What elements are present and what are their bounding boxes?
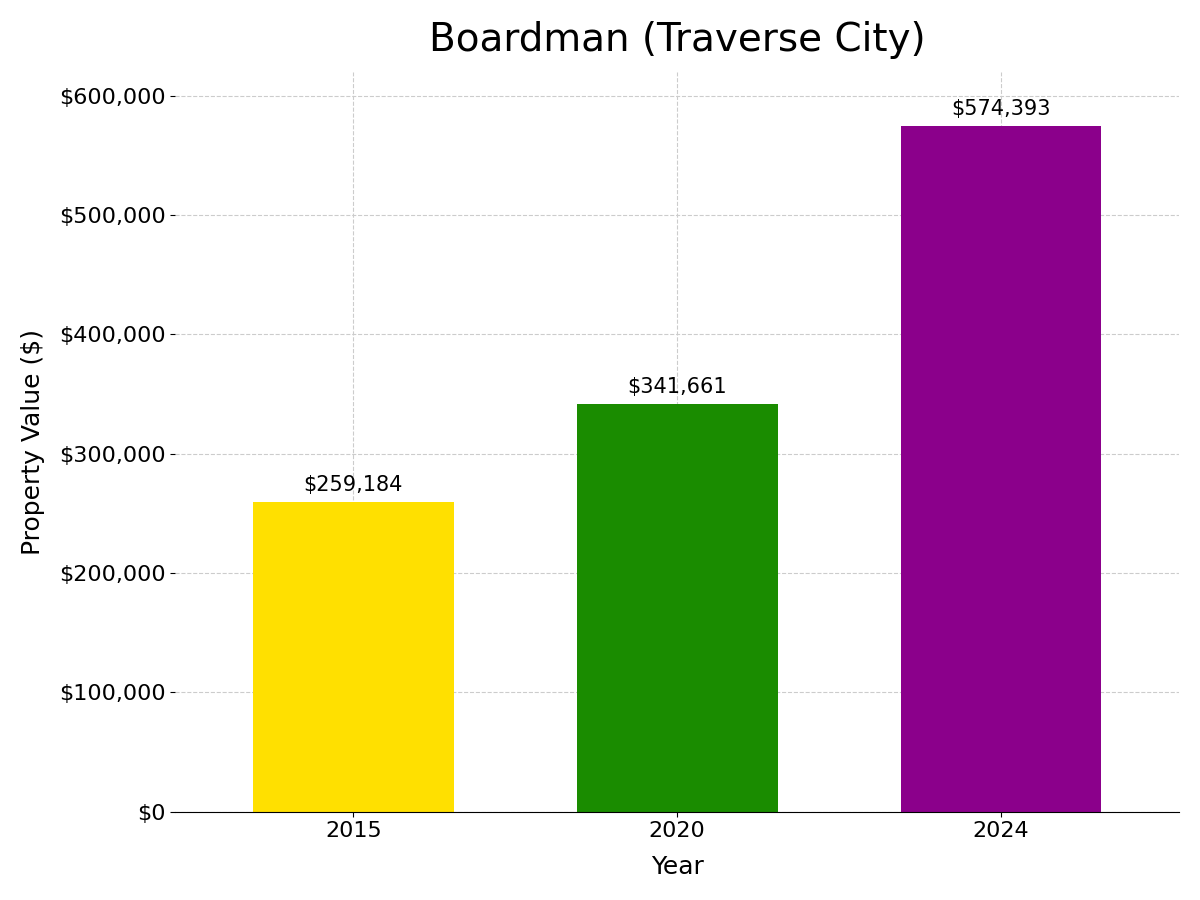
Title: Boardman (Traverse City): Boardman (Traverse City) (428, 21, 925, 58)
X-axis label: Year: Year (650, 855, 703, 879)
Bar (901, 126, 1102, 812)
Text: $259,184: $259,184 (304, 475, 403, 495)
Text: $341,661: $341,661 (628, 377, 727, 397)
Y-axis label: Property Value ($): Property Value ($) (20, 328, 44, 554)
Text: $574,393: $574,393 (952, 99, 1051, 119)
Bar (253, 502, 454, 812)
Bar (577, 404, 778, 812)
